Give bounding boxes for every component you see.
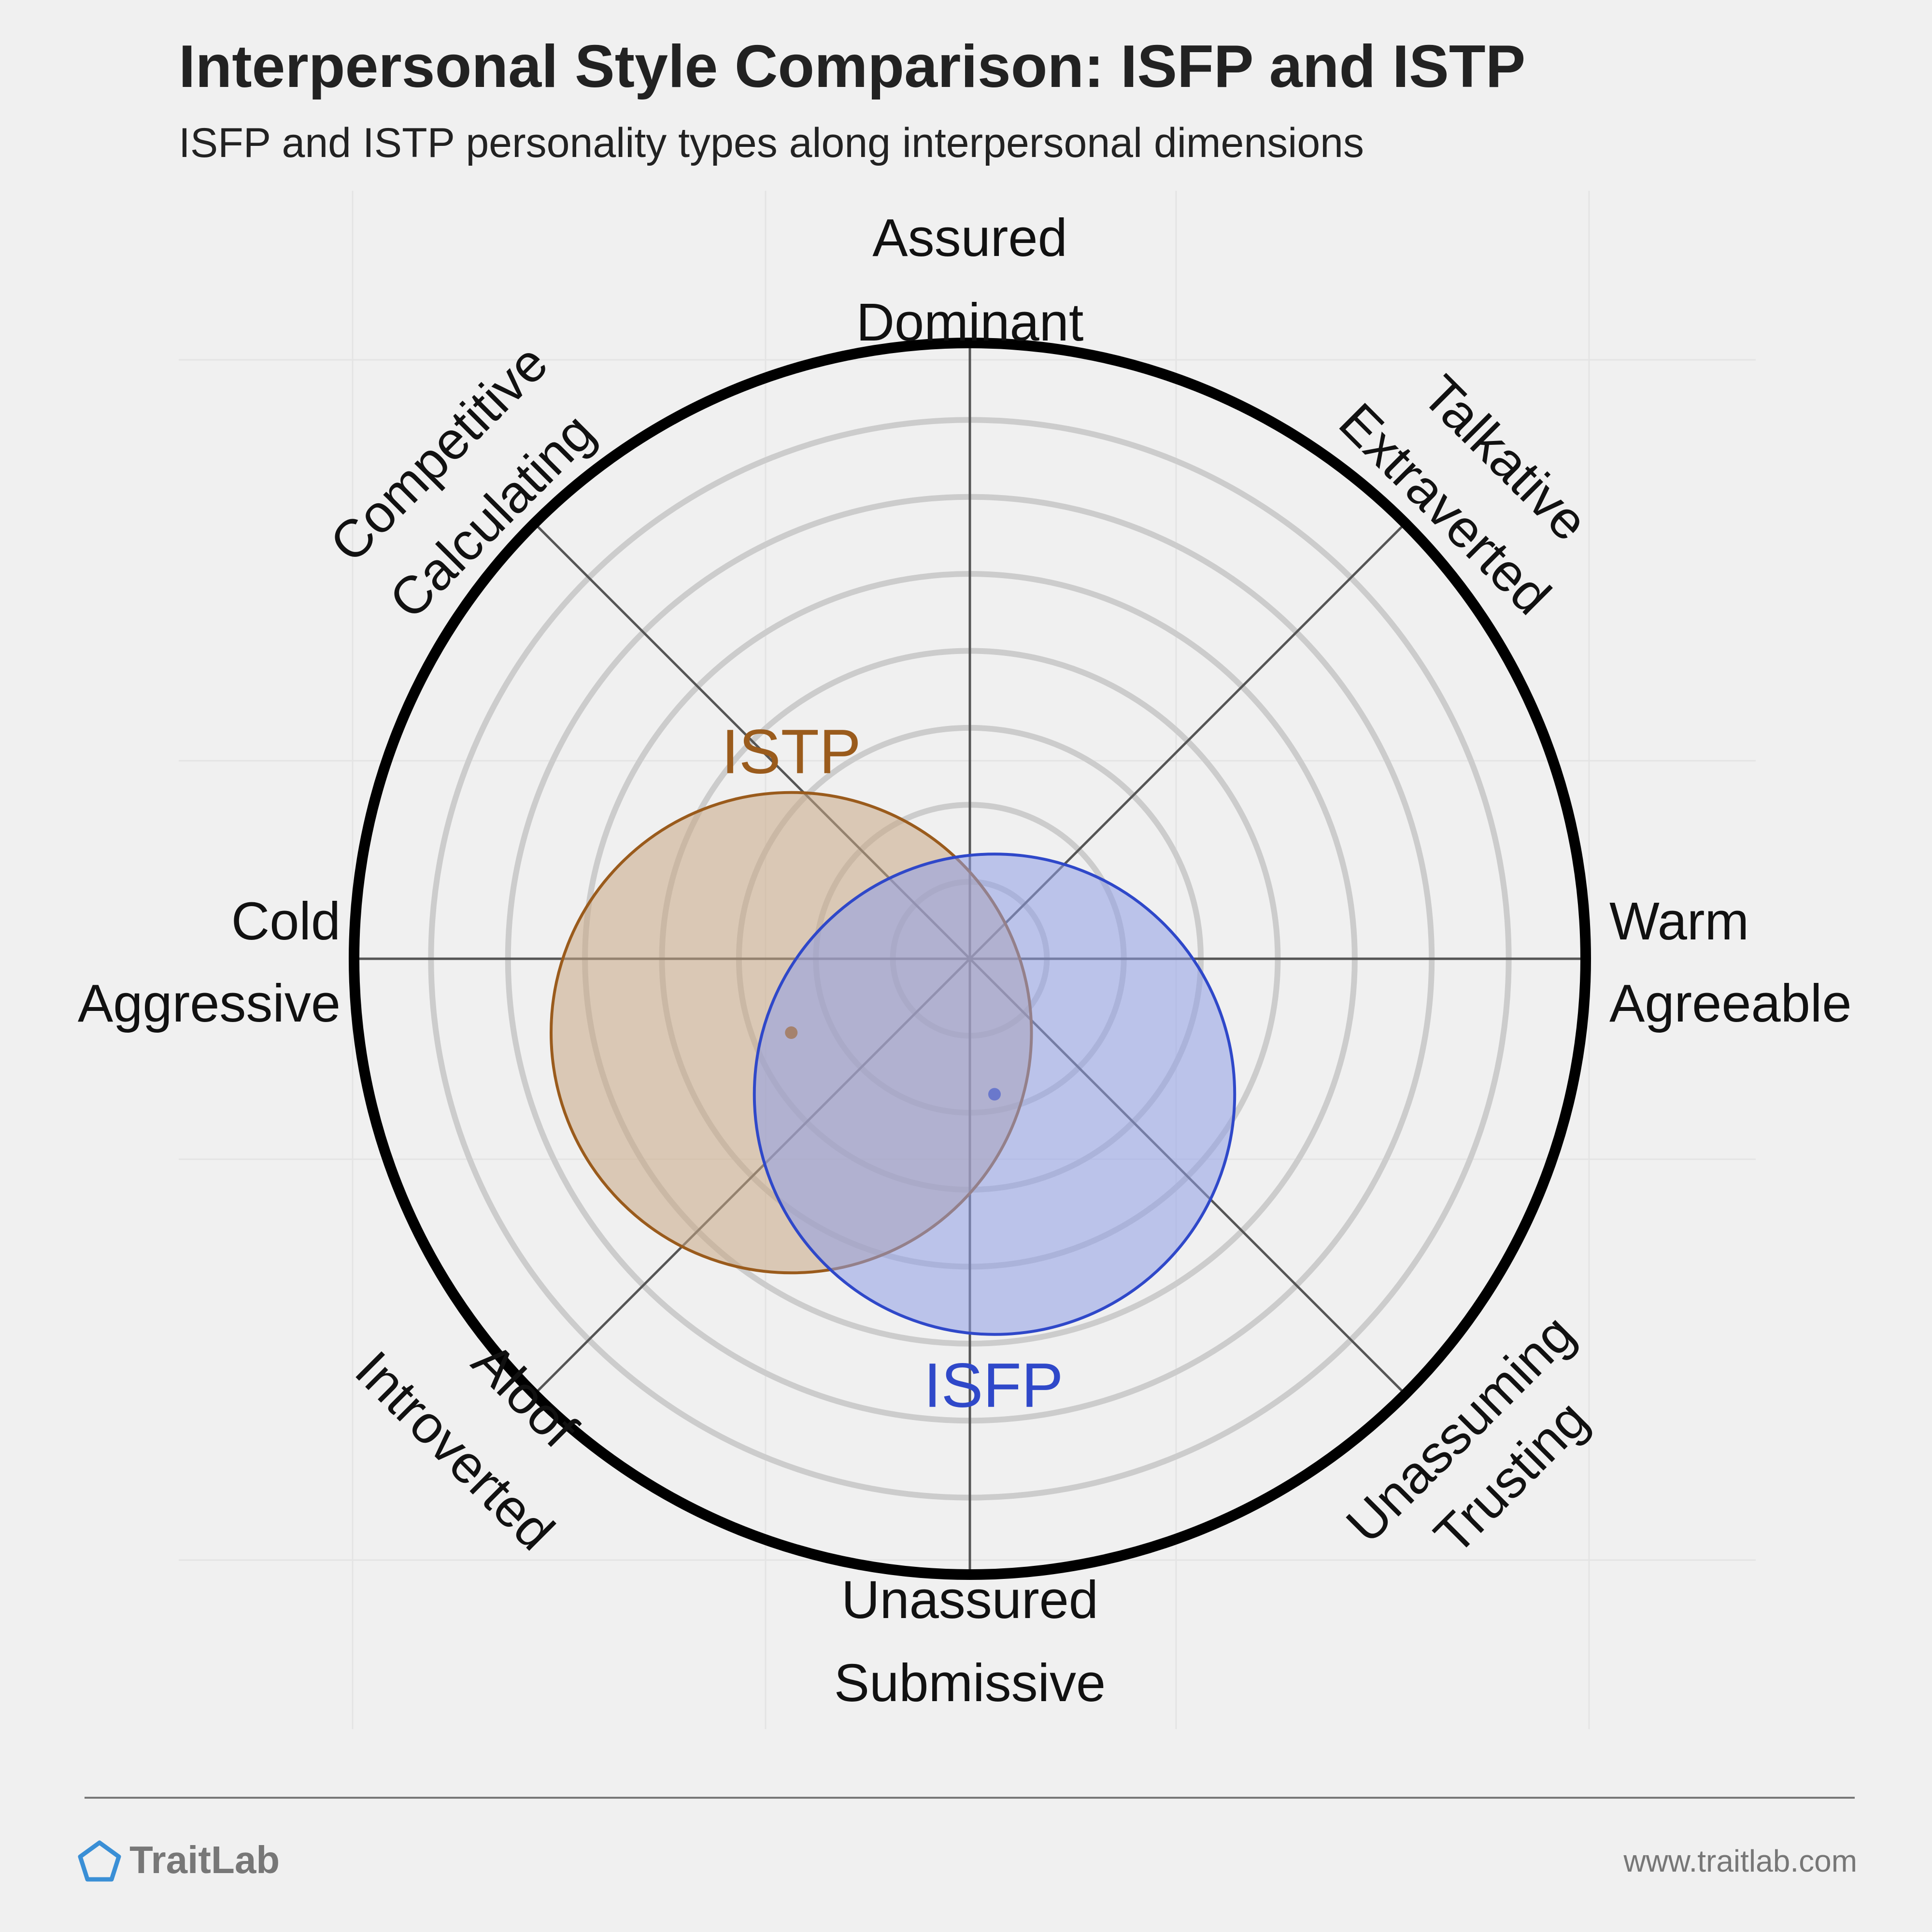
outer-ring	[349, 338, 1591, 1580]
istp-point	[785, 1026, 798, 1039]
axis-label-assured: Assured	[872, 208, 1067, 268]
footer-brand: TraitLab	[129, 1838, 280, 1881]
isfp-point	[988, 1088, 1001, 1101]
traitlab-logo-icon	[78, 1840, 121, 1882]
isfp-label: ISFP	[924, 1350, 1064, 1421]
axis-label-dominant: Dominant	[856, 293, 1084, 352]
type-labels: ISTP ISFP	[722, 716, 1064, 1421]
chart-title: Interpersonal Style Comparison: ISFP and…	[179, 33, 1525, 100]
axis-label-aggressive: Aggressive	[78, 974, 341, 1033]
chart-subtitle: ISFP and ISTP personality types along in…	[179, 120, 1364, 166]
axis-label-agreeable: Agreeable	[1609, 974, 1852, 1033]
axis-label-submissive: Submissive	[834, 1653, 1106, 1713]
type-points	[785, 1026, 1001, 1101]
footer-url: www.traitlab.com	[1623, 1844, 1857, 1878]
axis-label-unassured: Unassured	[841, 1570, 1098, 1630]
axis-label-cold: Cold	[231, 892, 341, 951]
axis-label-warm: Warm	[1609, 892, 1749, 951]
istp-label: ISTP	[722, 716, 861, 787]
